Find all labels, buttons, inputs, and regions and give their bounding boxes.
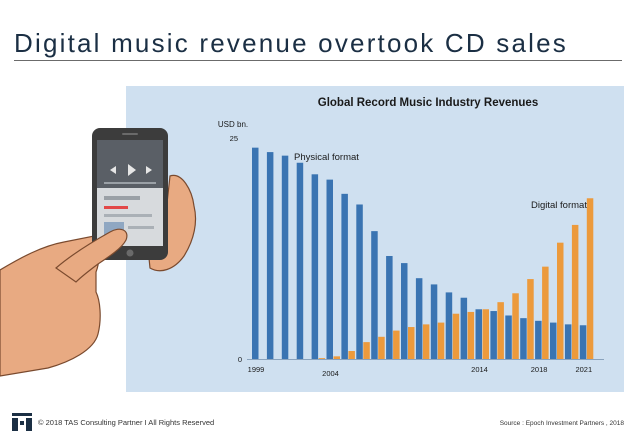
digital-bar-2019 [557, 242, 564, 359]
physical-bar-2017 [520, 318, 527, 359]
y-tick-max: 25 [230, 134, 238, 143]
digital-format-annotation: Digital format [531, 200, 587, 211]
physical-bar-2003 [311, 174, 319, 359]
chart-title: Global Record Music Industry Revenues [318, 97, 538, 109]
phone-speaker [122, 133, 138, 135]
physical-bar-2021 [579, 325, 587, 359]
title-divider [14, 60, 622, 61]
x-tick-2014: 2014 [471, 365, 488, 374]
digital-bar-2006 [363, 342, 370, 359]
digital-bar-2005 [348, 351, 355, 359]
screen-line-2 [104, 206, 128, 209]
digital-bar-2007 [378, 336, 385, 359]
bars-group [252, 147, 594, 359]
y-axis-label: USD bn. [218, 120, 248, 129]
digital-bar-2018 [542, 266, 549, 359]
screen-line-3 [104, 214, 152, 217]
physical-bar-2002 [296, 162, 304, 359]
x-tick-2021: 2021 [575, 365, 592, 374]
pointing-finger-icon [55, 228, 128, 283]
digital-bar-2017 [527, 279, 534, 359]
x-tick-2004: 2004 [322, 369, 339, 378]
progress-bar [104, 182, 156, 184]
digital-bar-2012 [452, 313, 460, 359]
physical-bar-2004 [326, 179, 333, 359]
screen-line-1 [104, 196, 140, 200]
source-text: Source : Epoch Investment Partners , 201… [499, 420, 624, 427]
digital-bar-2015 [497, 302, 504, 359]
company-logo-icon [12, 413, 32, 431]
prev-icon [110, 166, 116, 174]
digital-bar-2014 [482, 309, 489, 359]
physical-bar-2016 [505, 315, 512, 359]
physical-bar-2008 [386, 255, 393, 359]
physical-bar-2019 [550, 322, 557, 359]
digital-bar-2013 [467, 311, 475, 359]
y-tick-zero: 0 [238, 355, 242, 364]
physical-bar-2005 [341, 193, 348, 359]
physical-bar-2014 [475, 309, 482, 359]
physical-bar-2001 [281, 155, 289, 359]
digital-bar-2016 [512, 293, 519, 359]
physical-bar-2013 [460, 297, 468, 359]
play-icon [128, 164, 136, 176]
physical-bar-2009 [401, 263, 408, 359]
x-tick-1999: 1999 [248, 365, 265, 374]
digital-bar-2003 [318, 358, 326, 359]
physical-bar-2012 [445, 292, 453, 359]
physical-bar-2007 [371, 231, 378, 359]
hand-phone-illustration [0, 128, 197, 377]
physical-bar-2018 [535, 320, 542, 359]
physical-bar-2015 [490, 311, 497, 359]
slide-title: Digital music revenue overtook CD sales [14, 28, 568, 58]
digital-bar-2021 [586, 198, 594, 359]
physical-format-annotation: Physical format [294, 152, 359, 163]
footer-left: © 2018 TAS Consulting Partner I All Righ… [12, 413, 214, 431]
physical-bar-1999 [252, 147, 259, 359]
digital-bar-2008 [393, 330, 400, 359]
phone-home-button [126, 249, 134, 257]
digital-bar-2004 [333, 356, 340, 359]
x-tick-labels: 1999 2004 2014 2018 2021 [248, 365, 592, 378]
physical-bar-2020 [564, 324, 572, 359]
next-icon [146, 166, 152, 174]
digital-bar-2011 [437, 322, 445, 359]
copyright-text: © 2018 TAS Consulting Partner I All Righ… [38, 417, 215, 427]
digital-bar-2010 [422, 324, 430, 359]
digital-bar-2009 [408, 327, 415, 359]
physical-bar-2011 [430, 284, 438, 359]
physical-bar-2000 [266, 152, 274, 359]
screen-line-4 [128, 226, 154, 229]
physical-bar-2006 [356, 204, 363, 359]
digital-bar-2020 [571, 224, 579, 359]
x-tick-2018: 2018 [531, 365, 548, 374]
physical-bar-2010 [415, 278, 423, 359]
